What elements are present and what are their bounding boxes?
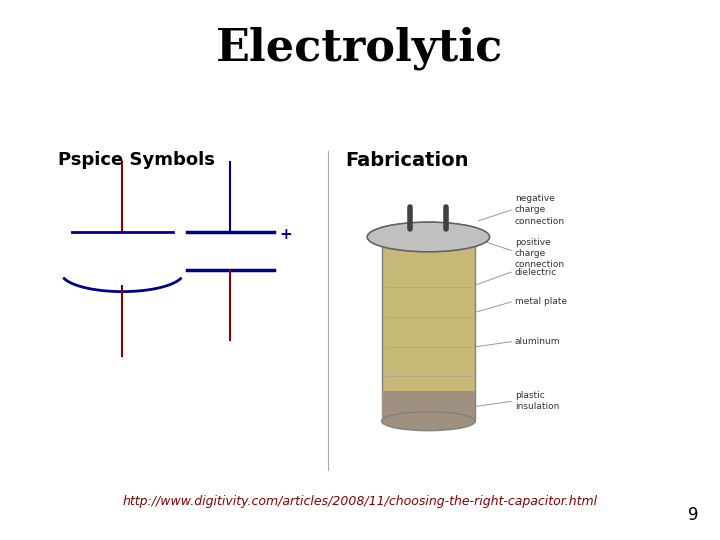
Ellipse shape [367, 222, 490, 252]
Ellipse shape [382, 411, 475, 431]
Text: plastic
insulation: plastic insulation [515, 392, 559, 411]
Text: http://www.digitivity.com/articles/2008/11/choosing-the-right-capacitor.html: http://www.digitivity.com/articles/2008/… [122, 495, 598, 508]
Text: Fabrication: Fabrication [346, 151, 469, 170]
FancyBboxPatch shape [382, 392, 475, 421]
Text: 9: 9 [688, 506, 698, 524]
Text: Pspice Symbols: Pspice Symbols [58, 151, 215, 169]
Text: aluminum: aluminum [515, 337, 560, 346]
Text: negative
charge
connection: negative charge connection [515, 194, 565, 226]
Text: metal plate: metal plate [515, 298, 567, 307]
FancyBboxPatch shape [382, 242, 475, 421]
Text: positive
charge
connection: positive charge connection [515, 238, 565, 269]
Text: +: + [279, 227, 292, 242]
Text: dielectric: dielectric [515, 268, 557, 276]
Text: Electrolytic: Electrolytic [217, 27, 503, 71]
